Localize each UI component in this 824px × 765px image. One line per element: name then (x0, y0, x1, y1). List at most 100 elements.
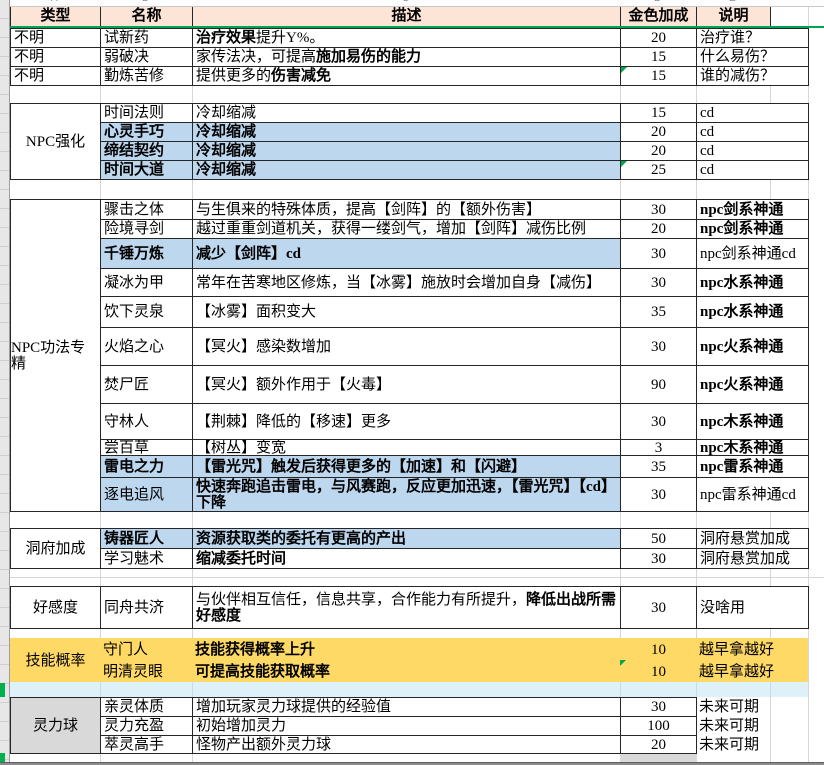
name-cell[interactable]: 明清灵眼 (100, 660, 193, 683)
header-cell-type[interactable]: 类型 (10, 6, 101, 27)
value-cell[interactable]: 20 (620, 28, 697, 48)
name-cell[interactable]: 铸器匠人 (100, 528, 193, 549)
desc-cell[interactable]: 与生俱来的特殊体质，提高【剑阵】的【额外伤害】 (192, 199, 621, 220)
note-cell[interactable]: 什么易伤？ (696, 47, 809, 67)
note-cell[interactable]: npc木系神通 (696, 403, 809, 440)
value-cell[interactable]: 20 (620, 219, 697, 239)
note-cell[interactable]: 洞府悬赏加成 (696, 548, 809, 569)
note-cell[interactable]: 越早拿越好 (696, 638, 809, 661)
desc-cell[interactable]: 【荆棘】降低的【移速】更多 (192, 403, 621, 440)
type-cell[interactable]: 技能概率 (10, 638, 101, 683)
name-cell[interactable]: 缔结契约 (100, 141, 193, 161)
type-cell[interactable]: 灵力球 (10, 697, 101, 754)
header-cell-note[interactable]: 说明 (696, 6, 771, 27)
name-cell[interactable]: 亲灵体质 (100, 697, 193, 717)
note-cell[interactable]: 治疗谁？ (696, 28, 809, 48)
value-cell[interactable]: 10 (620, 638, 697, 661)
note-cell[interactable]: 洞府悬赏加成 (696, 528, 809, 549)
type-cell[interactable]: NPC功法专精 (10, 199, 101, 512)
note-cell[interactable]: npc木系神通 (696, 439, 809, 456)
type-cell[interactable]: 不明 (10, 28, 101, 48)
value-cell[interactable]: 100 (620, 716, 697, 736)
desc-cell[interactable]: 初始增加灵力 (192, 716, 621, 736)
desc-cell[interactable]: 技能获得概率上升 (192, 638, 621, 661)
value-cell[interactable]: 30 (620, 199, 697, 220)
note-cell[interactable]: cd (696, 103, 809, 123)
name-cell[interactable]: 险境寻剑 (100, 219, 193, 239)
desc-cell[interactable]: 冷却缩减 (192, 122, 621, 142)
note-cell[interactable]: cd (696, 141, 809, 161)
desc-cell[interactable]: 【冰雾】面积变大 (192, 296, 621, 328)
name-cell[interactable]: 焚尸匠 (100, 365, 193, 404)
value-cell[interactable]: 90 (620, 365, 697, 404)
name-cell[interactable]: 骤击之体 (100, 199, 193, 220)
name-cell[interactable]: 饮下灵泉 (100, 296, 193, 328)
name-cell[interactable]: 火焰之心 (100, 327, 193, 366)
name-cell[interactable]: 时间大道 (100, 160, 193, 180)
value-cell[interactable]: 30 (620, 238, 697, 269)
type-cell[interactable]: NPC强化 (10, 103, 101, 180)
desc-cell[interactable]: 冷却缩减 (192, 103, 621, 123)
value-cell[interactable]: 50 (620, 528, 697, 549)
value-cell[interactable]: 30 (620, 268, 697, 297)
note-cell[interactable]: npc火系神通 (696, 327, 809, 366)
value-cell[interactable]: 15 (620, 103, 697, 123)
note-cell[interactable]: 没啥用 (696, 586, 809, 629)
value-cell[interactable]: 30 (620, 403, 697, 440)
name-cell[interactable]: 守门人 (100, 638, 193, 661)
name-cell[interactable]: 逐电追风 (100, 477, 193, 512)
desc-cell[interactable]: 怪物产出额外灵力球 (192, 735, 621, 754)
value-cell[interactable]: 30 (620, 586, 697, 629)
value-cell[interactable]: 20 (620, 735, 697, 754)
note-cell[interactable]: npc水系神通 (696, 296, 809, 328)
desc-cell[interactable]: 家传法决，可提高施加易伤的能力 (192, 47, 621, 67)
note-cell[interactable]: cd (696, 160, 809, 180)
name-cell[interactable]: 学习魅术 (100, 548, 193, 569)
desc-cell[interactable]: 治疗效果提升Y%。 (192, 28, 621, 48)
desc-cell[interactable]: 增加玩家灵力球提供的经验值 (192, 697, 621, 717)
desc-cell[interactable]: 【冥火】额外作用于【火毒】 (192, 365, 621, 404)
type-cell[interactable]: 不明 (10, 47, 101, 67)
header-cell-name[interactable]: 名称 (100, 6, 193, 27)
note-cell[interactable]: npc剑系神通 (696, 219, 809, 239)
value-cell[interactable]: 15 (620, 66, 697, 86)
note-cell[interactable]: npc火系神通 (696, 365, 809, 404)
name-cell[interactable]: 雷电之力 (100, 455, 193, 478)
name-cell[interactable]: 时间法则 (100, 103, 193, 123)
note-cell[interactable]: npc剑系神通cd (696, 238, 809, 269)
note-cell[interactable]: cd (696, 122, 809, 142)
desc-cell[interactable]: 常年在苦寒地区修炼，当【冰雾】施放时会增加自身【减伤】 (192, 268, 621, 297)
desc-cell[interactable]: 冷却缩减 (192, 160, 621, 180)
value-cell[interactable]: 25 (620, 160, 697, 180)
name-cell[interactable]: 凝冰为甲 (100, 268, 193, 297)
note-cell[interactable]: npc水系神通 (696, 268, 809, 297)
desc-cell[interactable]: 资源获取类的委托有更高的产出 (192, 528, 621, 549)
value-cell[interactable]: 35 (620, 296, 697, 328)
header-cell-description[interactable]: 描述 (192, 6, 621, 27)
type-cell[interactable]: 好感度 (10, 586, 101, 629)
value-cell[interactable]: 30 (620, 548, 697, 569)
name-cell[interactable]: 勤炼苦修 (100, 66, 193, 86)
desc-cell[interactable]: 【冥火】感染数增加 (192, 327, 621, 366)
desc-cell[interactable]: 可提高技能获取概率 (192, 660, 621, 683)
value-cell[interactable]: 20 (620, 141, 697, 161)
value-cell[interactable]: 20 (620, 122, 697, 142)
name-cell[interactable]: 试新药 (100, 28, 193, 48)
value-cell[interactable]: 3 (620, 439, 697, 456)
note-cell[interactable]: npc雷系神通 (696, 455, 809, 478)
name-cell[interactable]: 尝百草 (100, 439, 193, 456)
header-cell-gold-bonus[interactable]: 金色加成 (620, 6, 697, 27)
note-cell[interactable]: npc剑系神通 (696, 199, 809, 220)
desc-cell[interactable]: 提供更多的伤害减免 (192, 66, 621, 86)
desc-cell[interactable]: 缩减委托时间 (192, 548, 621, 569)
note-cell[interactable]: 未来可期 (696, 735, 809, 754)
name-cell[interactable]: 弱破决 (100, 47, 193, 67)
desc-cell[interactable]: 与伙伴相互信任，信息共享，合作能力有所提升，降低出战所需好感度 (192, 586, 621, 629)
desc-cell[interactable]: 减少【剑阵】cd (192, 238, 621, 269)
name-cell[interactable]: 千锤万炼 (100, 238, 193, 269)
note-cell[interactable]: npc雷系神通cd (696, 477, 809, 512)
value-cell[interactable]: 30 (620, 697, 697, 717)
desc-cell[interactable]: 【雷光咒】触发后获得更多的【加速】和【闪避】 (192, 455, 621, 478)
value-cell[interactable]: 30 (620, 477, 697, 512)
value-cell[interactable]: 15 (620, 47, 697, 67)
